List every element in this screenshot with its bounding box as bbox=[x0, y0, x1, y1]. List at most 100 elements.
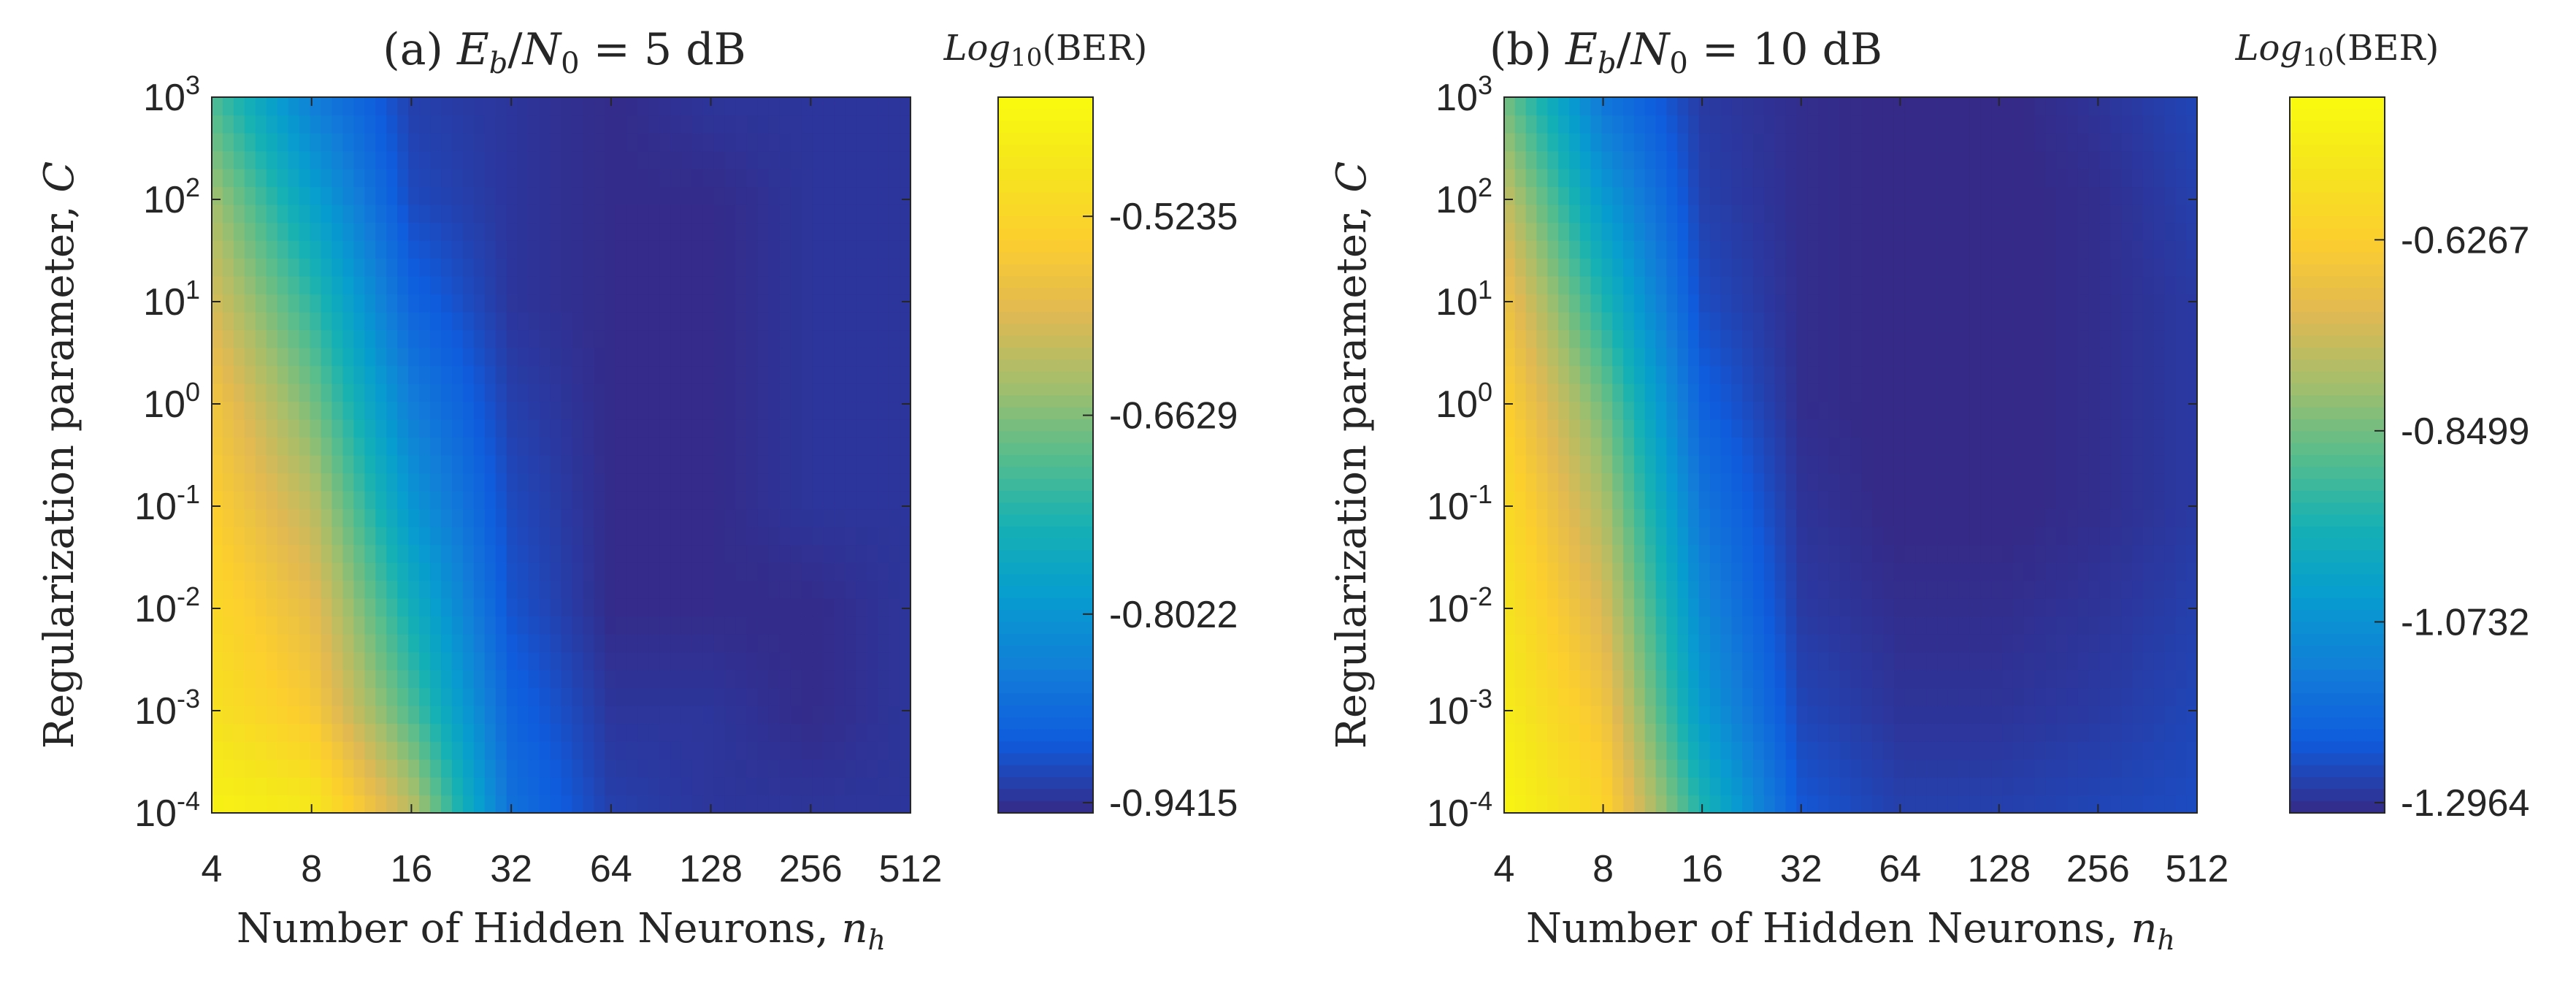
heatmap-cell bbox=[1958, 616, 1971, 635]
heatmap-cell bbox=[473, 329, 486, 348]
heatmap-cell bbox=[1828, 455, 1841, 474]
heatmap-cell bbox=[1947, 634, 1960, 653]
heatmap-cell bbox=[1839, 186, 1852, 205]
heatmap-cell bbox=[2077, 473, 2090, 492]
heatmap-cell bbox=[713, 759, 726, 778]
heatmap-cell bbox=[2088, 401, 2101, 420]
heatmap-cell bbox=[2023, 651, 2036, 670]
heatmap-cell bbox=[1828, 634, 1841, 653]
heatmap-cell bbox=[616, 508, 627, 527]
heatmap-cell bbox=[1590, 437, 1603, 456]
heatmap-cell bbox=[691, 419, 704, 438]
heatmap-cell bbox=[1644, 687, 1657, 706]
heatmap-cell bbox=[277, 723, 289, 742]
heatmap-cell bbox=[713, 186, 726, 205]
heatmap-cell bbox=[386, 169, 398, 188]
heatmap-cell bbox=[212, 240, 223, 259]
heatmap-cell bbox=[2099, 670, 2111, 689]
heatmap-cell bbox=[364, 741, 376, 760]
heatmap-cell bbox=[1720, 598, 1732, 617]
heatmap-cell bbox=[2110, 294, 2122, 313]
heatmap-cell bbox=[1969, 437, 1982, 456]
heatmap-cell bbox=[878, 706, 889, 725]
heatmap-cell bbox=[495, 651, 507, 670]
heatmap-cell bbox=[2077, 634, 2090, 653]
heatmap-cell bbox=[2186, 544, 2198, 563]
heatmap-cell bbox=[2077, 741, 2090, 760]
heatmap-cell bbox=[1547, 562, 1559, 581]
heatmap-cell bbox=[473, 115, 486, 134]
heatmap-cell bbox=[299, 795, 311, 814]
heatmap-cell bbox=[1601, 562, 1613, 581]
heatmap-cell bbox=[1991, 437, 2003, 456]
heatmap-cell bbox=[626, 759, 638, 778]
heatmap-cell bbox=[801, 544, 813, 563]
heatmap-cell bbox=[2164, 455, 2176, 474]
heatmap-cell bbox=[1612, 527, 1624, 546]
heatmap-cell bbox=[233, 169, 245, 188]
heatmap-cell bbox=[1872, 723, 1884, 742]
heatmap-cell bbox=[451, 437, 464, 456]
x-tick-label: 128 bbox=[679, 848, 743, 890]
heatmap-cell bbox=[244, 544, 256, 563]
colorbar-segment bbox=[998, 276, 1093, 288]
heatmap-cell bbox=[506, 258, 518, 277]
heatmap-cell bbox=[1612, 634, 1624, 653]
heatmap-cell bbox=[681, 562, 693, 581]
heatmap-cell bbox=[1904, 312, 1917, 331]
heatmap-cell bbox=[2110, 455, 2122, 474]
heatmap-cell bbox=[1882, 759, 1895, 778]
heatmap-cell bbox=[1904, 598, 1917, 617]
heatmap-cell bbox=[1850, 598, 1862, 617]
heatmap-cell bbox=[659, 437, 671, 456]
heatmap-cell bbox=[637, 419, 649, 438]
heatmap-cell bbox=[342, 562, 354, 581]
heatmap-cell bbox=[1828, 186, 1841, 205]
heatmap-cell bbox=[539, 186, 551, 205]
heatmap-cell bbox=[1655, 687, 1668, 706]
heatmap-cell bbox=[266, 651, 278, 670]
heatmap-cell bbox=[1818, 651, 1830, 670]
heatmap-cell bbox=[2175, 419, 2187, 438]
heatmap-cell bbox=[691, 455, 704, 474]
heatmap-cell bbox=[1579, 348, 1592, 367]
plot-area-frame bbox=[211, 96, 911, 814]
heatmap-cell bbox=[1644, 634, 1657, 653]
heatmap-cell bbox=[506, 419, 518, 438]
heatmap-cell bbox=[713, 687, 726, 706]
heatmap-cell bbox=[353, 312, 365, 331]
heatmap-cell bbox=[1937, 294, 1949, 313]
heatmap-cell bbox=[691, 115, 704, 134]
heatmap-cell bbox=[2023, 401, 2036, 420]
heatmap-cell bbox=[561, 312, 573, 331]
heatmap-cell bbox=[1677, 508, 1689, 527]
heatmap-cell bbox=[550, 329, 562, 348]
heatmap-cell bbox=[2077, 383, 2090, 402]
heatmap-cell bbox=[1742, 616, 1754, 635]
heatmap-cell bbox=[539, 473, 551, 492]
heatmap-cell bbox=[1926, 312, 1938, 331]
heatmap-cell bbox=[277, 670, 289, 689]
heatmap-cell bbox=[713, 473, 726, 492]
heatmap-cell bbox=[1850, 294, 1862, 313]
heatmap-cell bbox=[1688, 544, 1700, 563]
heatmap-cell bbox=[1688, 419, 1700, 438]
heatmap-cell bbox=[867, 473, 878, 492]
heatmap-cell bbox=[1623, 723, 1635, 742]
colorbar-segment bbox=[998, 156, 1093, 169]
heatmap-cell bbox=[867, 508, 878, 527]
heatmap-cell bbox=[2077, 670, 2090, 689]
heatmap-cell bbox=[1926, 759, 1938, 778]
heatmap-cell bbox=[561, 365, 573, 384]
heatmap-cell bbox=[605, 687, 616, 706]
heatmap-cell bbox=[1666, 508, 1678, 527]
heatmap-cell bbox=[681, 329, 693, 348]
heatmap-cell bbox=[2056, 169, 2068, 188]
heatmap-cell bbox=[779, 312, 791, 331]
heatmap-cell bbox=[856, 580, 867, 599]
heatmap-cell bbox=[670, 115, 682, 134]
heatmap-cell bbox=[1958, 634, 1971, 653]
heatmap-cell bbox=[1991, 419, 2003, 438]
heatmap-cell bbox=[572, 97, 583, 116]
colorbar-segment bbox=[998, 527, 1093, 539]
